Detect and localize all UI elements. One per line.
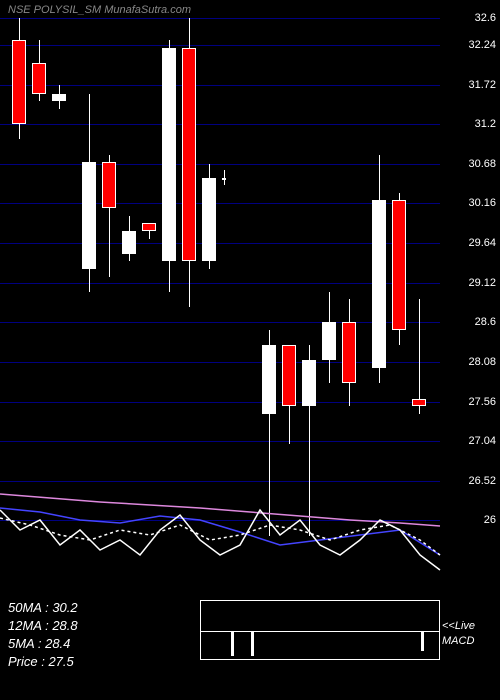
candle-body xyxy=(122,231,136,254)
macd-bar xyxy=(231,631,234,656)
candle-body xyxy=(52,94,66,102)
y-axis-label: 32.6 xyxy=(475,12,496,24)
candle-body xyxy=(32,63,46,93)
y-axis-label: 30.16 xyxy=(468,197,496,209)
gridline xyxy=(0,441,440,442)
gridline xyxy=(0,124,440,125)
macd-live-label: <<Live xyxy=(442,620,475,632)
candle-body xyxy=(282,345,296,406)
candle-body xyxy=(142,223,156,231)
gridline xyxy=(0,481,440,482)
ma-overlay xyxy=(0,0,500,700)
candle-body xyxy=(302,360,316,406)
info-line: 50MA : 30.2 xyxy=(8,600,78,615)
gridline xyxy=(0,85,440,86)
candle-body xyxy=(12,40,26,124)
macd-panel xyxy=(200,600,440,660)
y-axis-label: 26 xyxy=(484,514,496,526)
macd-sub-label: MACD xyxy=(442,635,474,647)
candle-body xyxy=(262,345,276,414)
gridline xyxy=(0,402,440,403)
candle-body xyxy=(162,48,176,261)
candle-body xyxy=(222,178,226,180)
candle-body xyxy=(412,399,426,407)
chart-title: NSE POLYSIL_SM MunafaSutra.com xyxy=(8,4,191,16)
gridline xyxy=(0,45,440,46)
macd-bar xyxy=(421,631,424,651)
y-axis-label: 27.56 xyxy=(468,396,496,408)
candle-body xyxy=(82,162,96,269)
y-axis-label: 29.64 xyxy=(468,237,496,249)
candle-body xyxy=(342,322,356,383)
info-line: 5MA : 28.4 xyxy=(8,636,70,651)
candle-body xyxy=(392,200,406,330)
y-axis-label: 28.6 xyxy=(475,316,496,328)
y-axis-label: 26.52 xyxy=(468,475,496,487)
gridline xyxy=(0,520,440,521)
candle-body xyxy=(322,322,336,360)
y-axis-label: 31.2 xyxy=(475,118,496,130)
candle-body xyxy=(202,178,216,262)
macd-bar xyxy=(251,631,254,656)
candle-wick xyxy=(419,299,420,413)
candle-body xyxy=(372,200,386,368)
ma-line xyxy=(0,508,440,555)
candle-body xyxy=(182,48,196,261)
gridline xyxy=(0,18,440,19)
y-axis-label: 32.24 xyxy=(468,39,496,51)
ma-line xyxy=(0,518,440,555)
y-axis-label: 28.08 xyxy=(468,356,496,368)
info-line: Price : 27.5 xyxy=(8,654,74,669)
gridline xyxy=(0,164,440,165)
y-axis-label: 27.04 xyxy=(468,435,496,447)
y-axis-label: 29.12 xyxy=(468,277,496,289)
candle-body xyxy=(102,162,116,208)
info-line: 12MA : 28.8 xyxy=(8,618,78,633)
y-axis-label: 30.68 xyxy=(468,158,496,170)
ma-line xyxy=(0,510,440,570)
y-axis-label: 31.72 xyxy=(468,79,496,91)
macd-zero-line xyxy=(201,631,439,632)
candlestick-chart: NSE POLYSIL_SM MunafaSutra.com 32.6 32.24… xyxy=(0,0,500,700)
